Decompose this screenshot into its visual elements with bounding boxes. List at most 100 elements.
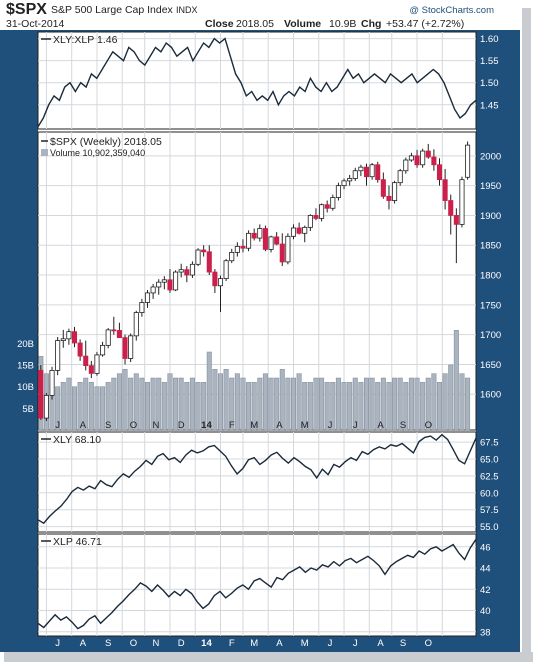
volume-value: 10.9B (329, 18, 356, 30)
y-tick-label: 1.60 (480, 34, 499, 45)
x-tick-label: D (178, 420, 185, 431)
volume-bar (285, 377, 291, 431)
y-tick-label: 62.5 (480, 471, 499, 482)
y-tick-label: 1900 (480, 211, 501, 222)
close-value: 2018.05 (236, 18, 274, 30)
volume-bar (184, 382, 190, 431)
x-tick-label: 14 (201, 638, 212, 649)
candle-body (229, 251, 235, 262)
candle-body (234, 246, 240, 253)
candle-body (38, 369, 44, 419)
y-tick-label: 46 (480, 542, 491, 553)
candle-body (262, 228, 268, 250)
x-tick-label: N (152, 420, 159, 431)
volume-bar (279, 369, 285, 431)
volume-bar (234, 373, 240, 431)
volume-bar (145, 382, 150, 431)
x-tick-label: S (400, 638, 406, 649)
candle-body (352, 170, 358, 179)
y-tick-label: 57.5 (480, 505, 499, 516)
x-tick-label: A (377, 420, 384, 431)
y-tick-label: 40 (480, 606, 491, 617)
volume-bar (425, 377, 431, 431)
index-name: S&P 500 Large Cap Index (51, 4, 174, 16)
volume-bar (291, 377, 296, 431)
volume-bar (257, 377, 263, 431)
volume-bar (128, 377, 134, 431)
x-tick-label: J (353, 420, 358, 431)
x-tick-label: M (250, 638, 258, 649)
x-tick-label: F (229, 638, 235, 649)
volume-bar (408, 377, 414, 431)
series-line (37, 37, 477, 128)
x-tick-label: M (250, 420, 258, 431)
series-line (37, 433, 477, 525)
volume-bar (437, 382, 442, 431)
volume-bar (459, 373, 465, 431)
volume-bar (341, 382, 347, 431)
volume-bar (139, 377, 145, 431)
watermark: @ StockCharts.com (409, 5, 494, 16)
candle-body (71, 331, 78, 344)
volume-bar (66, 377, 72, 431)
volume-bar (369, 377, 375, 431)
volume-bar (240, 377, 246, 431)
volume-bar (347, 382, 353, 431)
candle-body (363, 166, 370, 178)
volume-bar (392, 377, 398, 431)
candle-body (251, 232, 257, 239)
candle-body (55, 340, 61, 371)
candle-body (290, 227, 297, 237)
x-tick-label: S (400, 420, 406, 431)
volume-bar (268, 377, 274, 431)
candle-body (94, 354, 100, 374)
volume-bar (72, 386, 77, 431)
spx-panel-group: 1600 1650 1700 1750 1800 1850 1900 1950 2000 5B 10… (17, 131, 501, 431)
volume-bar (105, 382, 111, 431)
candle-body (319, 204, 325, 219)
candle-body (403, 159, 409, 172)
candle-body (431, 156, 437, 166)
volume-bar (100, 386, 106, 431)
frame-shadow-right (522, 8, 531, 660)
y-tick-label: 1600 (480, 390, 501, 401)
candle-body (167, 279, 173, 291)
ticker-symbol: $SPX (6, 1, 47, 18)
volume-bar (380, 377, 386, 431)
x-tick-label: J (55, 638, 60, 649)
chg-label: Chg (361, 18, 381, 30)
candle-body (60, 338, 66, 342)
x-tick-label: M (301, 420, 309, 431)
candle-body (195, 249, 201, 265)
candle-body (459, 179, 465, 225)
y-tick-label: 1.50 (480, 78, 499, 89)
volume-bar (442, 373, 448, 431)
candle-body (347, 178, 353, 182)
x-tick-label: J (55, 420, 60, 431)
volume-bar (201, 382, 207, 431)
volume-bar (324, 382, 330, 431)
x-tick-label: O (425, 638, 432, 649)
candle-body (257, 228, 263, 239)
x-tick-label: J (353, 638, 358, 649)
y-tick-label: 1650 (480, 360, 501, 371)
candle-body (246, 232, 252, 249)
x-tick-label: A (276, 420, 283, 431)
volume-bar (313, 377, 319, 431)
candle-body (397, 170, 403, 184)
volume-bar (403, 382, 409, 431)
y-tick-label: 65.0 (480, 455, 499, 466)
volume-bar (431, 373, 437, 431)
volume-bar (122, 369, 128, 431)
volume-bar (251, 382, 257, 431)
frame-top (0, 30, 520, 32)
volume-bar (335, 377, 341, 431)
volume-tick-label: 20B (17, 339, 34, 350)
volume-bar (330, 382, 336, 431)
volume-bar (189, 377, 195, 431)
volume-bar (111, 377, 117, 431)
candle-body (212, 271, 218, 287)
candle-body (392, 182, 398, 201)
candle-body (302, 226, 308, 234)
